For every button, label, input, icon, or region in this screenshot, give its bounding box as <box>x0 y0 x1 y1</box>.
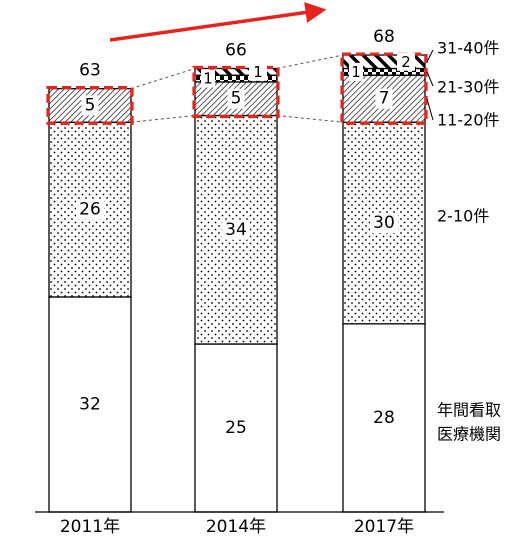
value-label: 5 <box>231 89 242 109</box>
trend-arrow-line <box>109 2 327 42</box>
value-label-bg <box>370 213 398 234</box>
total-label: 66 <box>225 40 247 60</box>
value-label: 26 <box>79 200 101 220</box>
legend-label: 年間看取 <box>437 401 501 420</box>
trend-arrow <box>109 2 327 42</box>
value-label-bg <box>76 394 104 415</box>
legend-label: 医療機関 <box>437 425 501 444</box>
value-label-bg <box>249 62 267 81</box>
legend-label: 2-10件 <box>437 207 489 226</box>
value-label-bg <box>81 95 99 116</box>
connector-line <box>276 54 344 69</box>
value-label: 28 <box>373 408 395 428</box>
value-label: 1 <box>253 63 263 81</box>
value-label-bg <box>201 69 215 88</box>
legend-leader <box>426 71 434 87</box>
value-label: 25 <box>225 418 247 438</box>
highlight-boxes <box>46 52 428 125</box>
connector-line <box>130 115 196 123</box>
value-label: 32 <box>79 394 101 414</box>
highlight-box <box>46 86 134 125</box>
total-label: 68 <box>373 27 395 47</box>
highlight-box <box>340 52 428 125</box>
value-label: 34 <box>225 220 247 240</box>
legend-label: 21-30件 <box>437 78 500 97</box>
value-label-bg <box>222 219 250 240</box>
legend-label: 31-40件 <box>437 39 500 58</box>
value-label-bg <box>222 418 250 438</box>
legend-label: 11-20件 <box>437 111 500 130</box>
x-axis: 2011年 2014年 2017年 <box>35 511 444 537</box>
x-tick-label: 2011年 <box>60 517 120 537</box>
value-label: 7 <box>379 89 390 109</box>
value-label-bg <box>227 88 245 109</box>
legend-leader <box>426 49 434 62</box>
value-label: 1 <box>203 70 213 88</box>
value-label-bg <box>349 62 363 81</box>
value-label: 1 <box>351 63 361 81</box>
value-label-bg <box>375 88 393 109</box>
value-label-bg <box>397 52 415 71</box>
x-tick-label: 2014年 <box>206 517 266 537</box>
value-label: 2 <box>401 53 411 71</box>
connector-lines <box>130 54 344 123</box>
connector-line <box>130 68 196 90</box>
value-label: 5 <box>85 95 96 115</box>
x-tick-label: 2017年 <box>354 517 414 537</box>
connector-line <box>276 115 344 123</box>
total-label: 63 <box>79 61 101 81</box>
highlight-box <box>192 65 280 119</box>
value-label-bg <box>370 407 398 428</box>
legend-leader <box>426 98 434 121</box>
value-label: 30 <box>373 213 395 233</box>
value-label-bg <box>76 199 104 220</box>
